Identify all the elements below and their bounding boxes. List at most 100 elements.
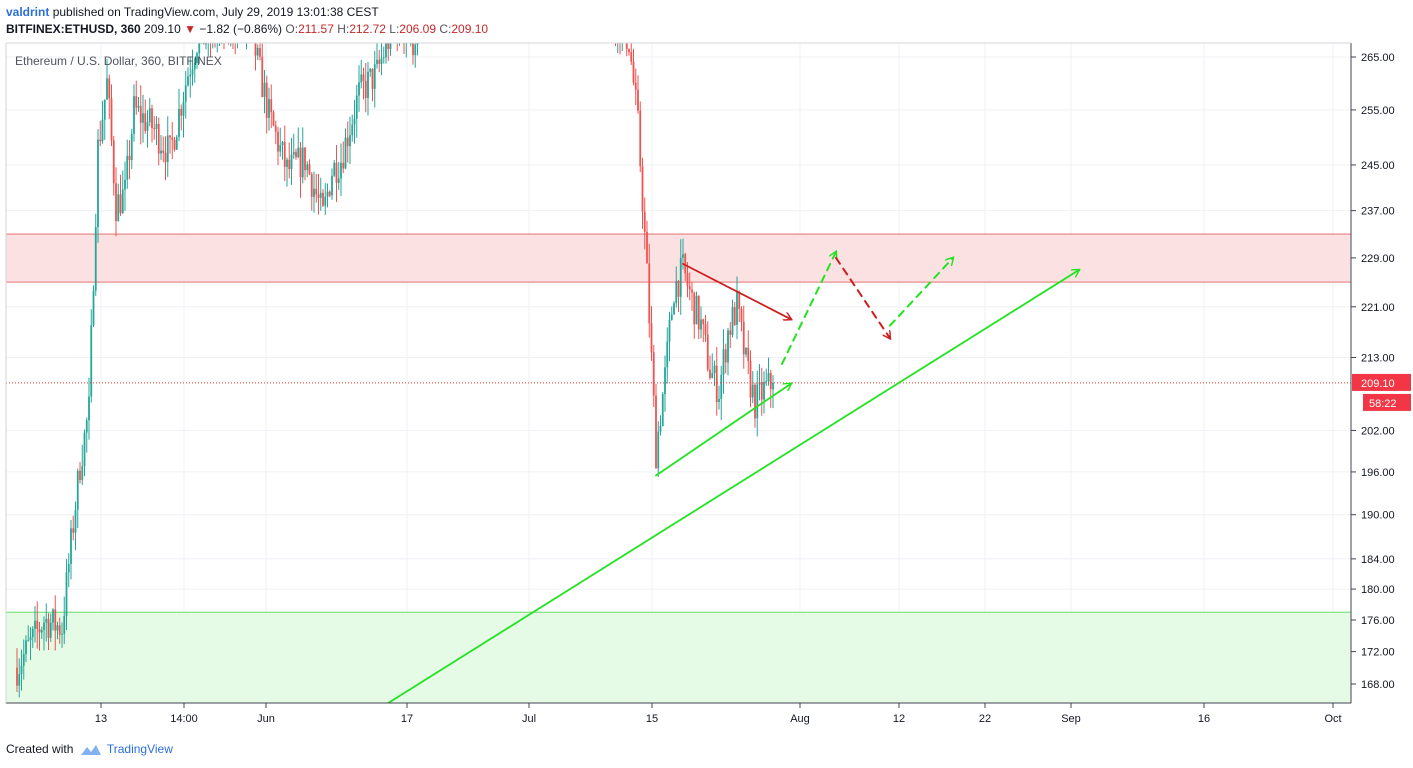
candle xyxy=(337,161,340,190)
candle xyxy=(130,128,133,169)
candle xyxy=(328,190,331,198)
open-label: O: xyxy=(285,22,299,36)
projection-down-arrow[interactable] xyxy=(835,256,890,338)
candle xyxy=(20,649,23,691)
price-chart[interactable]: 265.00 255.00 245.00 237.00 229.00 221.00 213.… xyxy=(0,0,1413,740)
candle xyxy=(85,417,88,453)
candle xyxy=(639,101,642,173)
candle xyxy=(304,146,306,181)
x-tick-label: Jul xyxy=(522,713,536,725)
candle xyxy=(648,243,651,338)
candle xyxy=(306,161,309,178)
candle xyxy=(187,67,189,87)
candle xyxy=(40,626,43,639)
candle xyxy=(401,4,403,36)
candle xyxy=(139,85,142,145)
candle xyxy=(248,11,250,40)
candle xyxy=(720,365,723,421)
candle xyxy=(382,46,385,64)
candle xyxy=(355,84,358,138)
candle xyxy=(715,346,718,416)
candle xyxy=(353,99,356,144)
candle xyxy=(736,276,738,340)
candle xyxy=(408,28,410,41)
candle xyxy=(92,285,95,328)
candle xyxy=(711,353,714,379)
support-zone[interactable] xyxy=(5,611,1352,704)
candle xyxy=(702,318,705,343)
candle xyxy=(659,415,662,436)
support-trendline[interactable] xyxy=(655,384,791,477)
candle xyxy=(430,0,432,1)
candle xyxy=(256,44,259,61)
candle xyxy=(47,613,50,651)
y-tick-label: 202.00 xyxy=(1361,425,1395,437)
candle xyxy=(234,43,236,55)
candle xyxy=(128,140,131,180)
x-tick-label: 15 xyxy=(646,713,658,725)
candle xyxy=(718,385,720,410)
candle xyxy=(679,239,682,315)
candle xyxy=(650,306,653,361)
candle xyxy=(292,133,295,159)
x-tick-label: 22 xyxy=(979,713,991,725)
time-axis[interactable]: 13 14:00 Jun 17 Jul 15 Aug 12 22 Sep 16 Oct xyxy=(95,703,1342,725)
candle xyxy=(27,625,30,642)
projection-up-arrow[interactable] xyxy=(781,252,836,365)
candle xyxy=(612,0,614,22)
candle xyxy=(428,0,430,15)
candle xyxy=(706,321,709,372)
footer: Created with TradingView xyxy=(6,742,173,756)
candle xyxy=(164,136,167,181)
candle xyxy=(221,43,223,45)
y-tick-label: 221.00 xyxy=(1361,302,1395,314)
candle xyxy=(241,7,243,42)
candle xyxy=(693,291,696,339)
y-tick-label: 237.00 xyxy=(1361,206,1395,218)
x-tick-label: Aug xyxy=(790,713,810,725)
candle xyxy=(364,62,367,113)
candle xyxy=(225,0,227,30)
candle xyxy=(142,94,144,143)
candle xyxy=(733,302,736,326)
candle xyxy=(182,91,185,138)
author-link[interactable]: valdrint xyxy=(6,5,50,19)
candle xyxy=(387,43,390,62)
candle xyxy=(228,43,229,45)
tradingview-link[interactable]: TradingView xyxy=(106,742,173,756)
last-price: 209.10 xyxy=(144,22,181,36)
candle xyxy=(160,135,162,160)
resistance-zone[interactable] xyxy=(5,233,1352,283)
candle xyxy=(389,43,392,56)
candle xyxy=(22,639,25,680)
projection-up-arrow[interactable] xyxy=(889,258,953,327)
price-change: −1.82 (−0.86%) xyxy=(199,22,283,36)
candle xyxy=(210,43,211,57)
candle xyxy=(322,189,324,208)
candle xyxy=(288,142,291,179)
descending-trendline[interactable] xyxy=(682,262,791,319)
candle xyxy=(97,129,99,243)
close-value: 209.10 xyxy=(451,22,489,36)
candle xyxy=(286,157,288,187)
candle xyxy=(641,157,644,229)
y-tick-label: 180.00 xyxy=(1361,584,1395,596)
candle xyxy=(101,100,104,144)
candle xyxy=(340,143,342,196)
symbol-name: BITFINEX:ETHUSD, 360 xyxy=(6,22,141,36)
candle xyxy=(643,197,646,250)
candle xyxy=(65,558,68,630)
price-axis[interactable]: 265.00 255.00 245.00 237.00 229.00 221.00 213.… xyxy=(1351,52,1395,691)
candle xyxy=(419,0,421,20)
candle xyxy=(135,80,138,115)
candle xyxy=(90,309,93,403)
candle xyxy=(193,58,196,83)
candle xyxy=(747,330,750,375)
candle xyxy=(290,138,293,185)
candle xyxy=(155,116,158,145)
candle xyxy=(772,375,774,409)
candle xyxy=(426,0,428,3)
support-trendline[interactable] xyxy=(332,270,1079,738)
candle xyxy=(673,301,675,316)
candle xyxy=(148,98,151,127)
